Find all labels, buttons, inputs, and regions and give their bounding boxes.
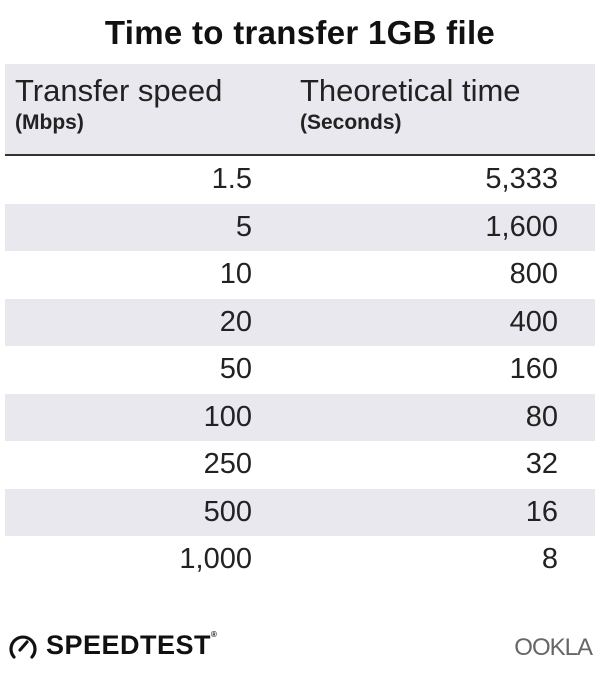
- footer: SPEEDTEST® OOKLA: [0, 628, 600, 668]
- speedtest-logo: SPEEDTEST®: [8, 630, 217, 661]
- speed-cell: 500: [203, 495, 252, 528]
- speed-cell: 1.5: [211, 163, 252, 195]
- time-cell: 8: [541, 543, 558, 575]
- header-label: Transfer speed: [15, 73, 223, 108]
- time-cell: 16: [525, 495, 558, 528]
- time-cell: 1,600: [485, 210, 558, 243]
- table-header: Transfer speed (Mbps) Theoretical time (…: [5, 64, 595, 156]
- table-row: 1.5 5,333: [5, 156, 595, 204]
- speed-cell: 250: [203, 448, 252, 480]
- time-cell: 160: [509, 353, 558, 385]
- speed-cell: 1,000: [179, 543, 252, 575]
- header-label: Theoretical time: [300, 73, 521, 108]
- ookla-logo: OOKLA: [514, 634, 593, 661]
- table-row: 500 16: [5, 488, 595, 536]
- table-row: 250 32: [5, 441, 595, 489]
- transfer-table: Transfer speed (Mbps) Theoretical time (…: [5, 64, 595, 584]
- speed-cell: 10: [219, 258, 252, 290]
- table-row: 50 160: [5, 346, 595, 394]
- header-transfer-speed: Transfer speed (Mbps): [15, 72, 222, 136]
- table-row: 20 400: [5, 298, 595, 346]
- speed-cell: 100: [203, 400, 252, 433]
- speed-cell: 50: [219, 353, 252, 385]
- time-cell: 5,333: [485, 163, 558, 195]
- speedometer-icon: [9, 634, 37, 659]
- header-unit: (Seconds): [300, 111, 402, 134]
- header-theoretical-time: Theoretical time (Seconds): [300, 72, 521, 136]
- table-row: 5 1,600: [5, 203, 595, 251]
- time-cell: 400: [509, 305, 558, 338]
- page-title: Time to transfer 1GB file: [104, 14, 496, 51]
- time-cell: 32: [525, 448, 558, 480]
- time-cell: 80: [525, 400, 558, 433]
- time-cell: 800: [509, 258, 558, 290]
- speed-cell: 20: [219, 305, 252, 338]
- table-row: 10 800: [5, 251, 595, 299]
- header-unit: (Mbps): [15, 111, 84, 134]
- table-row: 1,000 8: [5, 536, 595, 584]
- speed-cell: 5: [235, 210, 252, 243]
- table-row: 100 80: [5, 393, 595, 441]
- speedtest-wordmark: SPEEDTEST: [46, 630, 212, 660]
